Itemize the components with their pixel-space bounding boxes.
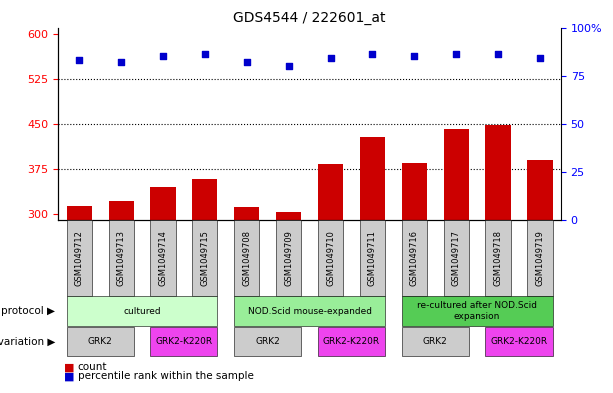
Text: GRK2: GRK2	[423, 337, 447, 346]
Text: GRK2: GRK2	[255, 337, 280, 346]
Text: percentile rank within the sample: percentile rank within the sample	[78, 371, 254, 382]
Point	[284, 63, 294, 69]
Point	[116, 59, 126, 65]
Text: GSM1049713: GSM1049713	[116, 230, 126, 286]
Point	[493, 51, 503, 58]
Text: re-cultured after NOD.Scid
expansion: re-cultured after NOD.Scid expansion	[417, 301, 537, 321]
Text: GSM1049718: GSM1049718	[493, 230, 503, 286]
Text: GRK2-K220R: GRK2-K220R	[323, 337, 380, 346]
Text: protocol ▶: protocol ▶	[1, 306, 55, 316]
Text: GSM1049717: GSM1049717	[452, 230, 461, 286]
Bar	[234, 207, 259, 220]
Text: GRK2-K220R: GRK2-K220R	[490, 337, 547, 346]
Bar	[402, 163, 427, 220]
Point	[200, 51, 210, 58]
Bar	[444, 129, 469, 220]
Text: GSM1049710: GSM1049710	[326, 230, 335, 286]
Text: GSM1049711: GSM1049711	[368, 230, 377, 286]
Text: ■: ■	[64, 371, 75, 382]
Title: GDS4544 / 222601_at: GDS4544 / 222601_at	[234, 11, 386, 25]
Point	[242, 59, 251, 65]
Point	[74, 57, 84, 63]
Point	[409, 53, 419, 59]
Bar	[276, 212, 301, 220]
Bar	[67, 206, 92, 220]
Text: GSM1049714: GSM1049714	[158, 230, 167, 286]
Text: GRK2-K220R: GRK2-K220R	[155, 337, 213, 346]
Text: cultured: cultured	[123, 307, 161, 316]
Text: GSM1049715: GSM1049715	[200, 230, 210, 286]
Point	[158, 53, 168, 59]
Point	[368, 51, 378, 58]
Bar	[527, 160, 552, 220]
Bar	[109, 201, 134, 220]
Bar	[318, 164, 343, 220]
Point	[451, 51, 461, 58]
Text: GSM1049708: GSM1049708	[242, 230, 251, 286]
Text: GRK2: GRK2	[88, 337, 113, 346]
Bar	[150, 187, 175, 220]
Text: NOD.Scid mouse-expanded: NOD.Scid mouse-expanded	[248, 307, 371, 316]
Text: genotype/variation ▶: genotype/variation ▶	[0, 337, 55, 347]
Bar	[192, 179, 218, 220]
Point	[535, 55, 545, 61]
Text: GSM1049709: GSM1049709	[284, 230, 293, 286]
Point	[326, 55, 335, 61]
Bar	[360, 137, 385, 220]
Text: count: count	[78, 362, 107, 373]
Text: GSM1049712: GSM1049712	[75, 230, 84, 286]
Text: ■: ■	[64, 362, 75, 373]
Text: GSM1049716: GSM1049716	[409, 230, 419, 286]
Bar	[485, 125, 511, 220]
Text: GSM1049719: GSM1049719	[535, 230, 544, 286]
